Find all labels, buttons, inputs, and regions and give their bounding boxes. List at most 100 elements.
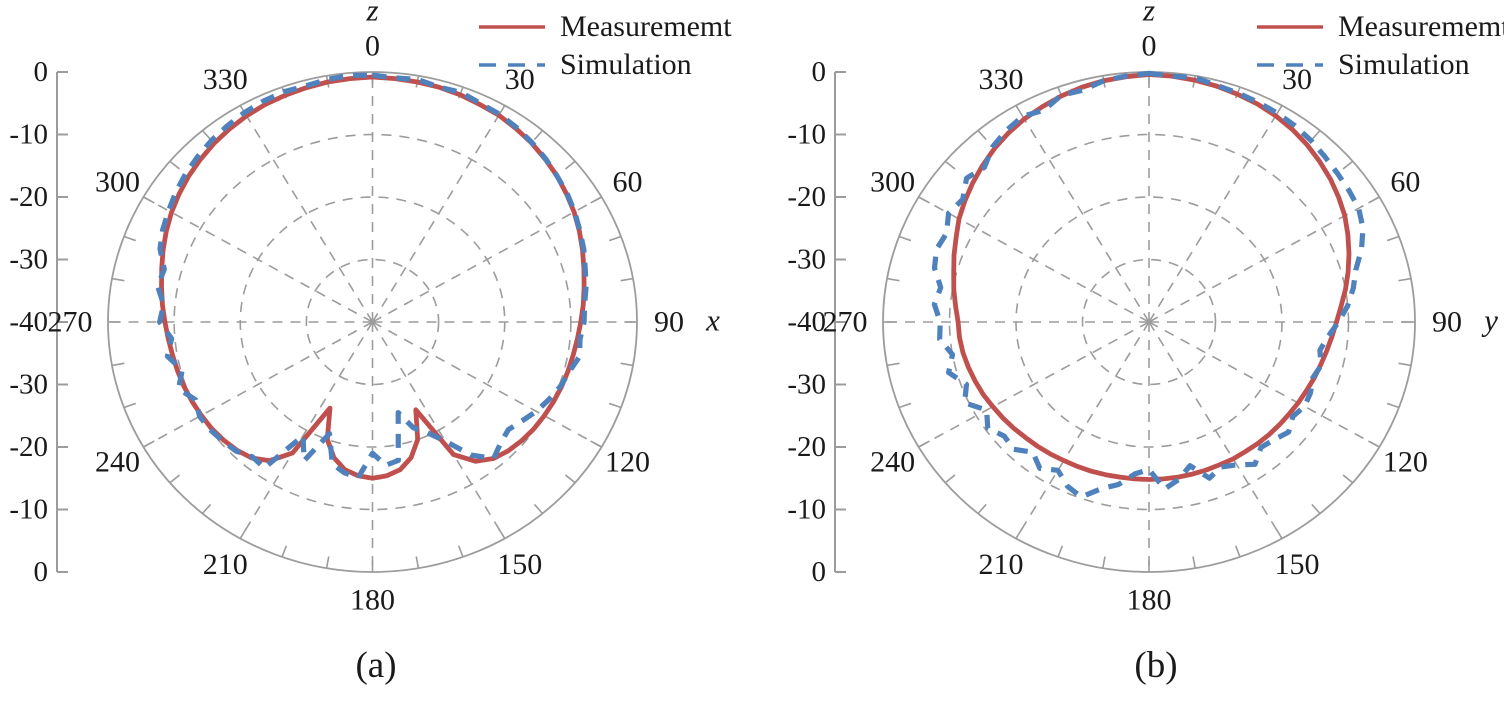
polar-grid-ring — [1081, 258, 1217, 386]
angle-label-60: 60 — [1390, 166, 1420, 199]
angle-label-300: 300 — [95, 166, 140, 199]
legend-plot-b: Measurememt Simulation — [1256, 10, 1504, 82]
polar-angle-tick — [944, 160, 956, 170]
angle-label-150: 150 — [497, 548, 542, 581]
polar-grid-spoke — [372, 321, 602, 448]
polar-grid-spoke — [143, 321, 373, 448]
polar-angle-tick — [1342, 474, 1354, 484]
polar-grid-spoke — [371, 105, 506, 323]
angle-label-330: 330 — [979, 63, 1024, 96]
polar-angle-tick — [918, 440, 930, 448]
polar-grid-ring — [305, 258, 440, 386]
angle-label-30: 30 — [505, 63, 535, 96]
legend-label: Simulation — [560, 48, 692, 81]
legend-item-measurement: Measurememt — [1256, 10, 1504, 44]
polar-angle-tick — [1192, 556, 1196, 569]
polar-angle-tick — [620, 277, 634, 282]
polar-angle-tick — [590, 196, 602, 204]
polar-angle-tick — [281, 545, 288, 558]
angle-label-330: 330 — [203, 63, 248, 96]
db-axis-tick-label: -20 — [9, 431, 48, 463]
polar-angle-tick — [533, 503, 544, 515]
angle-label-240: 240 — [95, 446, 140, 479]
legend-label: Measurememt — [560, 10, 732, 43]
polar-angle-tick — [123, 402, 137, 409]
angle-label-240: 240 — [870, 446, 915, 479]
db-axis-tick-label: 0 — [34, 56, 49, 88]
polar-grid-spoke — [371, 321, 506, 539]
polar-angle-tick — [325, 556, 330, 569]
db-axis-tick-label: -30 — [9, 369, 48, 401]
db-axis-tick-label: 0 — [812, 56, 827, 88]
polar-angle-tick — [564, 474, 576, 484]
legend-label: Simulation — [1338, 48, 1470, 81]
angle-label-30: 30 — [1282, 63, 1312, 96]
polar-grid-spoke — [372, 196, 602, 323]
angle-label-120: 120 — [605, 446, 650, 479]
db-axis-tick-label: -40 — [787, 306, 826, 338]
simulation-curve-a — [155, 72, 589, 481]
angle-label-210: 210 — [979, 548, 1024, 581]
polar-angle-tick — [123, 235, 137, 242]
caption-plot-b: (b) — [1134, 645, 1178, 686]
polar-angle-tick — [1386, 402, 1400, 409]
polar-grid-spoke — [143, 196, 373, 323]
polar-angle-tick — [169, 160, 181, 170]
polar-angle-tick — [1342, 160, 1354, 170]
db-axis-tick-label: -40 — [9, 306, 48, 338]
polar-angle-tick — [201, 503, 212, 515]
legend-solid-line-icon — [1257, 25, 1323, 29]
angle-label-0: 0 — [365, 30, 380, 63]
legend-dashed-line-icon — [479, 63, 545, 67]
polar-angle-tick — [143, 196, 155, 204]
polar-angle-tick — [1311, 129, 1321, 141]
measurement-curve-b — [951, 72, 1352, 482]
polar-grid-spoke — [1148, 321, 1283, 539]
polar-angle-tick — [886, 362, 900, 367]
polar-angle-tick — [1386, 235, 1400, 242]
db-axis-tick-label: -20 — [787, 431, 826, 463]
db-axis-tick-label: 0 — [812, 556, 827, 588]
db-axis-tick-label: -10 — [9, 119, 48, 151]
polar-angle-tick — [944, 474, 956, 484]
polar-angle-tick — [1368, 196, 1380, 204]
polar-angle-tick — [608, 402, 622, 409]
polar-angle-tick — [1015, 527, 1023, 539]
legend-dashed-line-icon — [1257, 63, 1323, 67]
polar-angle-tick — [239, 527, 248, 539]
angle-label-180: 180 — [350, 584, 395, 617]
legend-item-simulation: Simulation — [1256, 48, 1504, 82]
polar-angle-tick — [111, 277, 125, 282]
angle-label-180: 180 — [1127, 584, 1172, 617]
angle-label-300: 300 — [870, 166, 915, 199]
polar-angle-tick — [608, 235, 622, 242]
angle-label-60: 60 — [613, 166, 643, 199]
polar-angle-tick — [977, 503, 987, 515]
measurement-curve-a — [159, 74, 587, 481]
polar-grid-spoke — [918, 321, 1150, 448]
legend-plot-a: Measurememt Simulation — [478, 10, 732, 82]
db-axis-tick-label: -20 — [787, 181, 826, 213]
polar-angle-tick — [1398, 362, 1412, 367]
polar-angle-tick — [977, 129, 987, 141]
polar-angle-tick — [1015, 105, 1023, 117]
db-axis-tick-label: -30 — [787, 369, 826, 401]
plane-axis-label: x — [705, 303, 720, 338]
polar-angle-tick — [918, 196, 930, 204]
polar-angle-tick — [497, 527, 506, 539]
plane-axis-label: y — [1481, 303, 1498, 338]
polar-angle-tick — [898, 235, 912, 242]
legend-label: Measurememt — [1338, 10, 1504, 43]
angle-label-270: 270 — [823, 306, 868, 339]
polar-angle-tick — [564, 160, 576, 170]
zenith-axis-label: z — [1142, 0, 1155, 28]
polar-grid-spoke — [1015, 321, 1150, 539]
polar-grid-spoke — [239, 105, 374, 323]
legend-solid-line-icon — [479, 25, 545, 29]
polar-angle-tick — [590, 440, 602, 448]
polar-angle-tick — [457, 545, 464, 558]
db-axis-tick-label: -10 — [9, 494, 48, 526]
zenith-axis-label: z — [365, 0, 378, 28]
polar-angle-tick — [111, 362, 125, 367]
polar-angle-tick — [201, 129, 212, 141]
